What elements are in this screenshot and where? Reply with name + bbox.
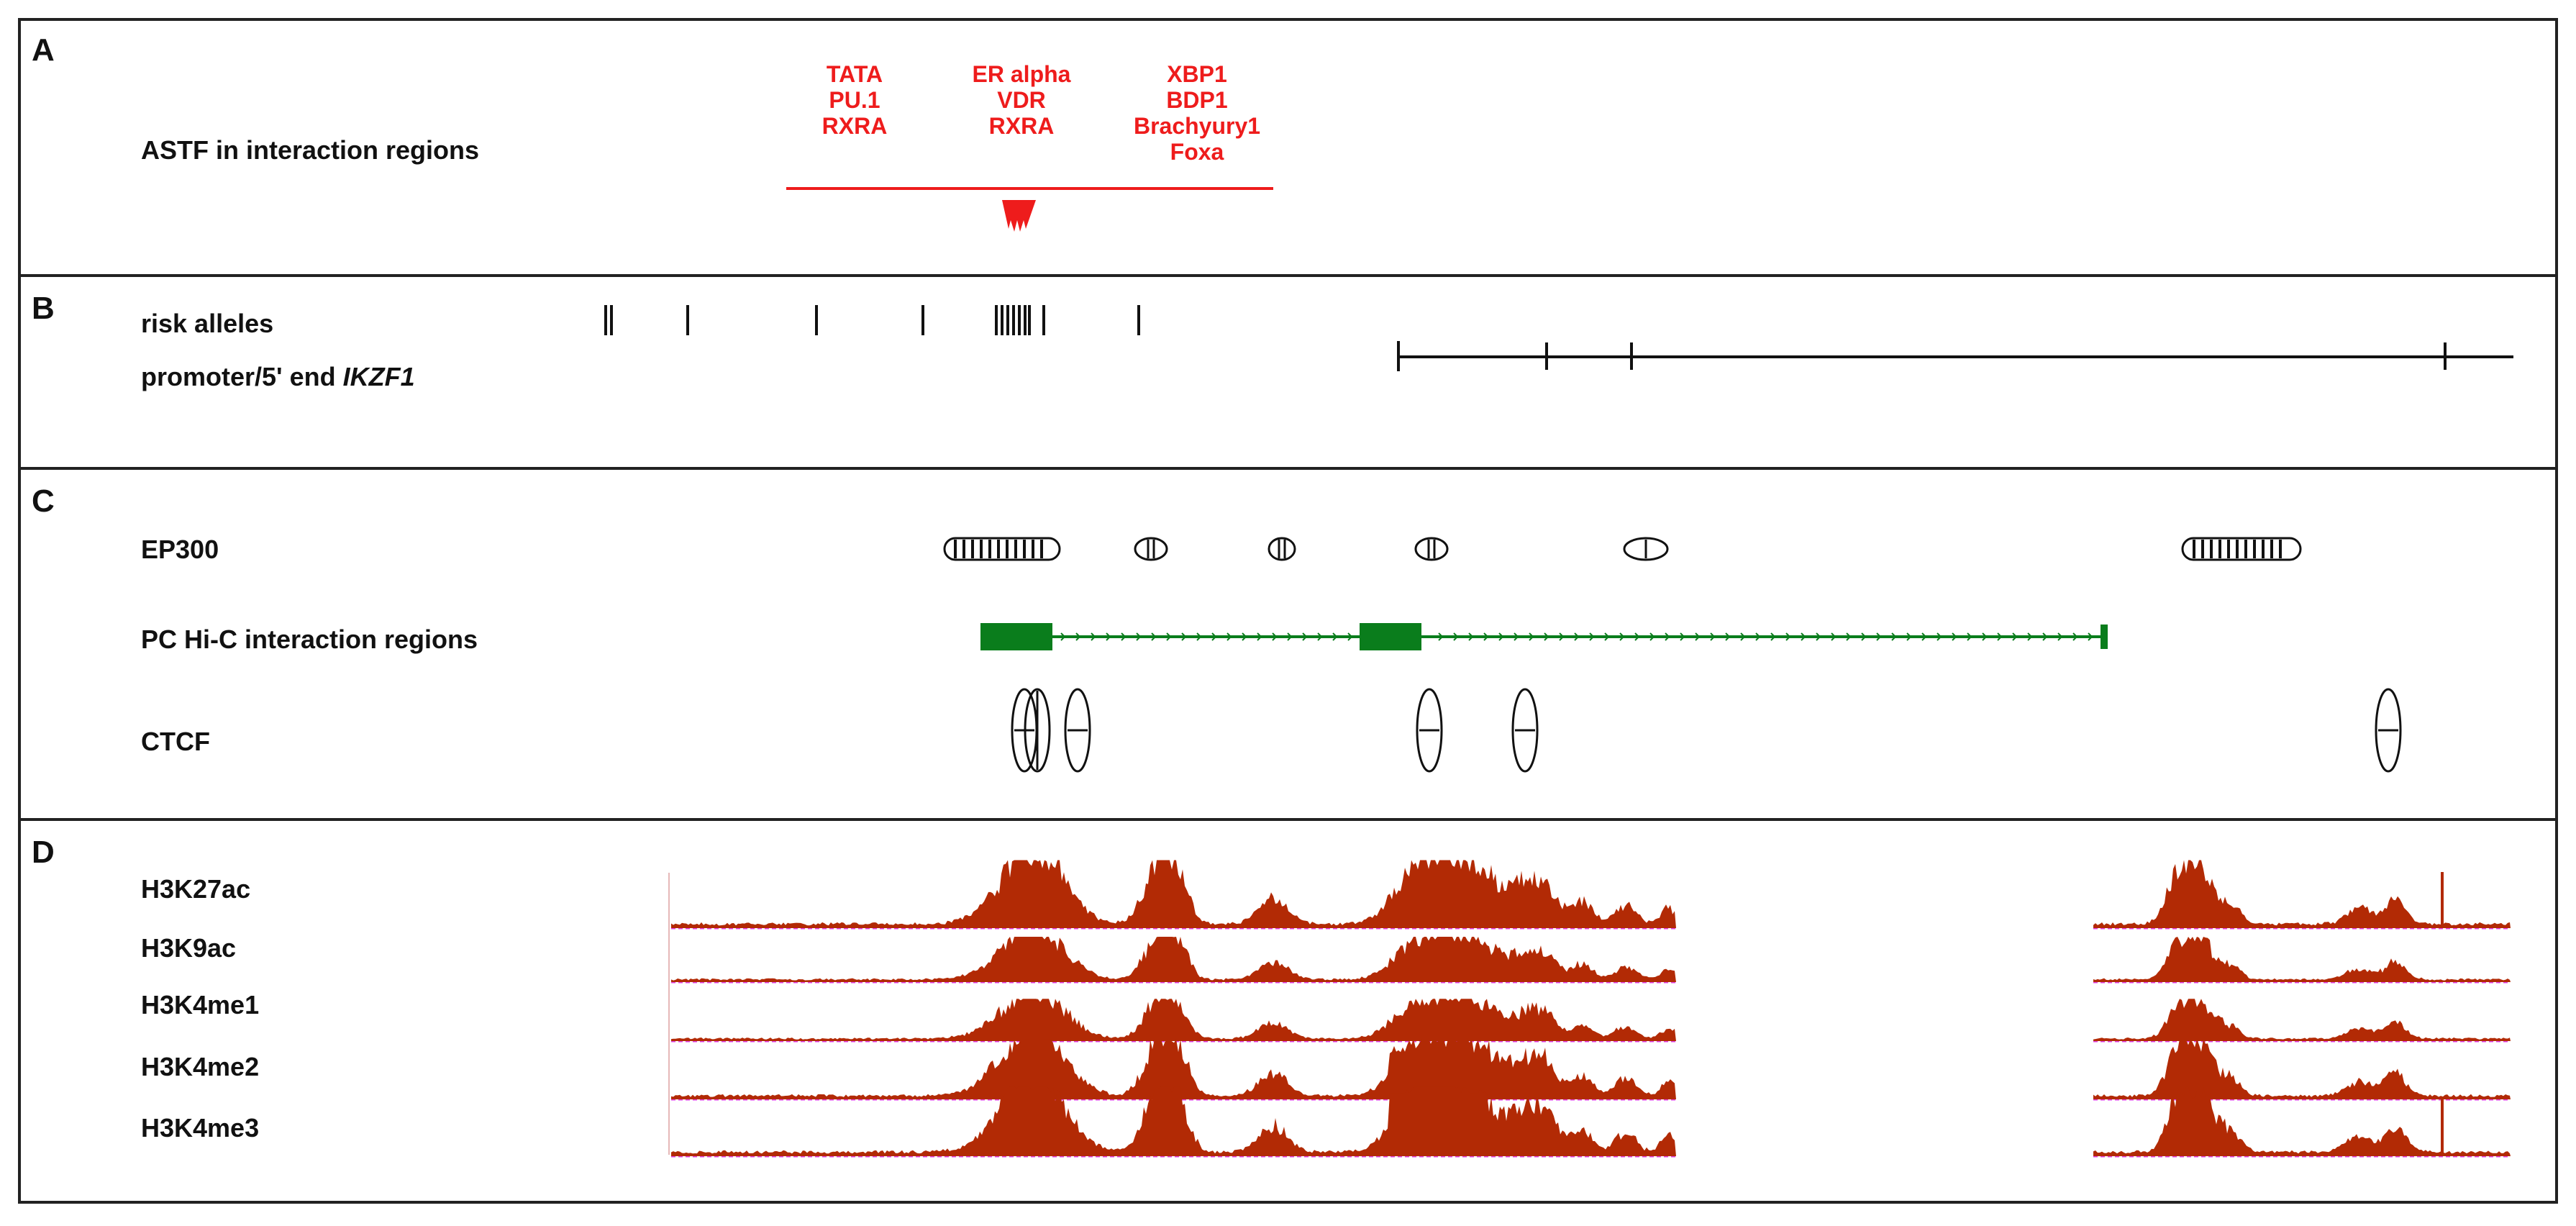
track-label-promoter: promoter/5' end IKZF1 [141,362,415,391]
histone-track-3 [671,1039,2511,1101]
tf-label: Foxa [1170,139,1224,165]
panel-d-frame [18,818,2558,1204]
track-label-ctcf: CTCF [141,727,210,756]
tf-label: XBP1 [1167,61,1227,87]
ep300-peak [1623,537,1669,561]
ep300-peak [1267,537,1296,561]
promoter-label-prefix: promoter/5' end [141,362,343,391]
panel-letter-b: B [32,291,55,326]
tf-label: RXRA [822,113,888,139]
tf-label: BDP1 [1166,87,1227,113]
ep300-peak [943,537,1061,561]
ep300-peak [1134,537,1168,561]
tf-label: VDR [997,87,1046,113]
track-label-risk-alleles: risk alleles [141,309,273,338]
pchic-block [2101,625,2108,649]
track-label-h3k4me2: H3K4me2 [141,1052,259,1081]
track-label-h3k9ac: H3K9ac [141,933,236,963]
ctcf-site [1064,688,1091,773]
promoter-label-gene: IKZF1 [343,362,415,391]
ctcf-site [1416,688,1443,773]
ctcf-site [2375,688,2402,773]
track-label-h3k4me3: H3K4me3 [141,1113,259,1143]
tf-group-middle: ER alpha VDR RXRA [973,61,1071,139]
ep300-peak [2181,537,2302,561]
histone-track-2 [671,999,2511,1043]
panel-letter-d: D [32,835,55,870]
panel-letter-a: A [32,32,55,68]
track-label-h3k27ac: H3K27ac [141,874,250,904]
ep300-peaks [943,537,2302,561]
histone-track-1 [671,937,2511,984]
tf-label: PU.1 [829,87,880,113]
tf-label: Brachyury1 [1134,113,1260,139]
astf-marker-icon [1002,200,1036,232]
ctcf-site [1511,688,1539,773]
tf-group-left: TATA PU.1 RXRA [822,61,888,139]
track-label-pchic: PC Hi-C interaction regions [141,625,478,654]
pchic-block [1360,623,1421,650]
histone-signal-tracks [671,860,2511,1158]
track-label-astf: ASTF in interaction regions [141,135,479,165]
tf-label: RXRA [989,113,1055,139]
ikzf1-gene-model [1397,341,2513,371]
risk-allele-ticks [604,305,1140,335]
tf-group-right: XBP1 BDP1 Brachyury1 Foxa [1134,61,1260,165]
pchic-interaction-track [980,623,2108,650]
ctcf-sites [1011,688,2402,773]
panel-letter-c: C [32,483,55,519]
tf-label: TATA [827,61,883,87]
pchic-block [980,623,1052,650]
ep300-peak [1414,537,1449,561]
track-label-ep300: EP300 [141,535,219,564]
tf-label: ER alpha [973,61,1071,87]
track-label-h3k4me1: H3K4me1 [141,990,259,1020]
histone-track-0 [671,860,2511,930]
ctcf-site [1024,688,1051,773]
